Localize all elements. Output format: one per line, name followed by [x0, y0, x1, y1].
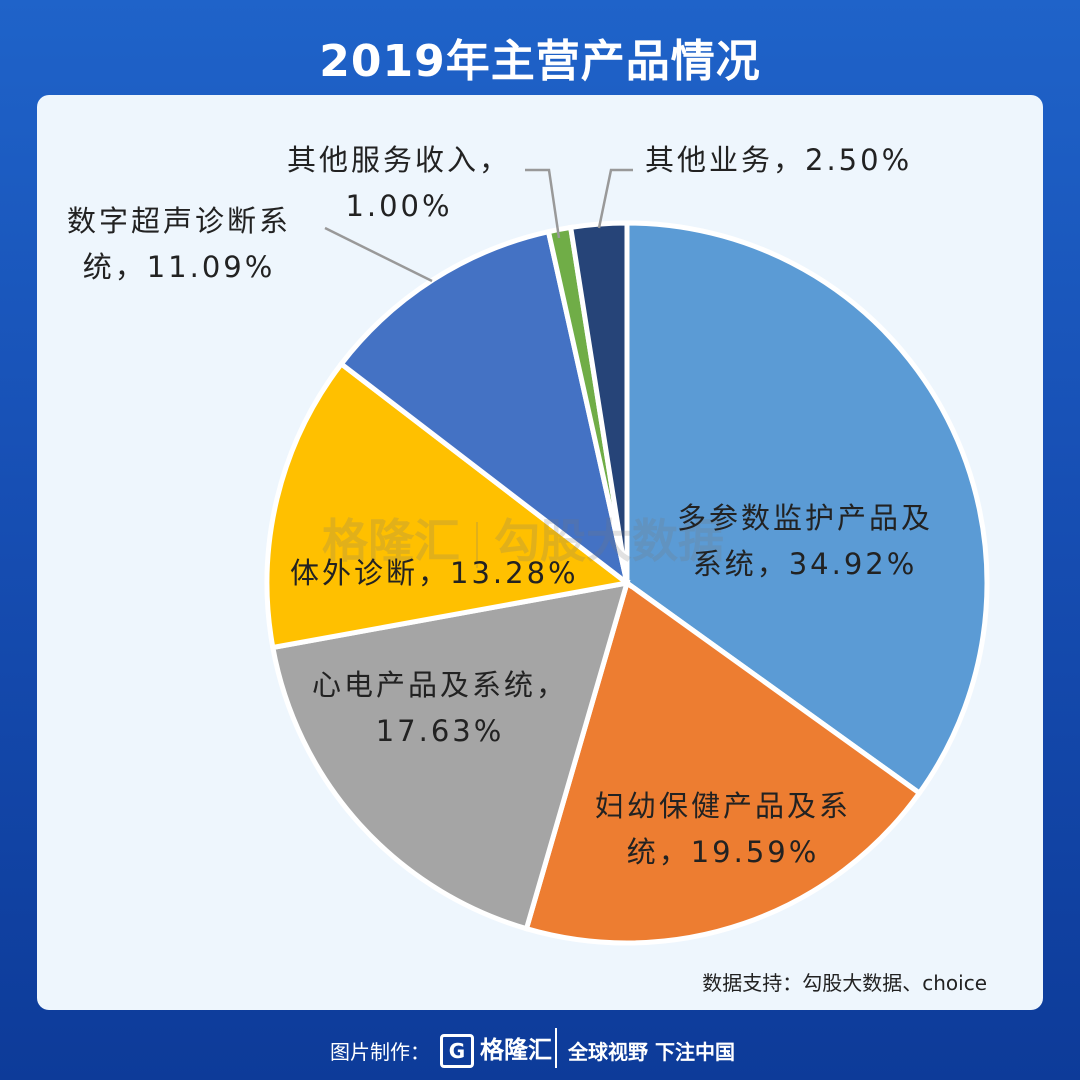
chart-title: 2019年主营产品情况	[319, 36, 761, 87]
footer-logo-text: 格隆汇	[480, 1036, 552, 1064]
leader-line-4	[324, 226, 433, 283]
footer: 图片制作： G 格隆汇 全球视野 下注中国	[0, 1020, 1080, 1076]
slice-label-2: 心电产品及系统， 17.63%	[312, 668, 569, 748]
pie-slice-0	[624, 220, 990, 797]
footer-divider	[555, 1028, 557, 1068]
slice-label-6: 其他业务，2.50%	[645, 143, 913, 177]
source-note: 数据支持：勾股大数据、choice	[702, 971, 987, 995]
watermark-text: 勾股大数据	[494, 514, 724, 568]
footer-logo: G 格隆汇	[440, 1030, 552, 1068]
pie-slice-4	[337, 228, 631, 590]
pie-chart	[264, 168, 990, 946]
slice-label-4: 数字超声诊断系 统，11.09%	[67, 204, 292, 284]
watermark-brand: 格隆汇	[322, 514, 460, 568]
watermark-divider	[476, 521, 478, 568]
chart-panel: 格隆汇 勾股大数据 多参数监护产品及 系统，34.92% 妇幼保健产品及系 统，1…	[37, 95, 1043, 1010]
pie-slice-1	[523, 578, 923, 946]
footer-credit: 图片制作：	[330, 1040, 430, 1064]
leader-line-5	[525, 168, 561, 239]
leader-line-6	[597, 168, 633, 229]
slice-label-0: 多参数监护产品及 系统，34.92%	[677, 501, 934, 581]
watermark: 格隆汇 勾股大数据	[322, 505, 724, 571]
slice-label-3: 体外诊断，13.28%	[290, 556, 579, 590]
pie-slice-2	[269, 579, 631, 932]
slice-label-5: 其他服务收入， 1.00%	[287, 143, 512, 223]
footer-slogan: 全球视野 下注中国	[568, 1040, 735, 1064]
pie-slice-3	[264, 360, 633, 651]
logo-g-icon: G	[440, 1034, 474, 1068]
slice-label-1: 妇幼保健产品及系 统，19.59%	[595, 789, 852, 869]
